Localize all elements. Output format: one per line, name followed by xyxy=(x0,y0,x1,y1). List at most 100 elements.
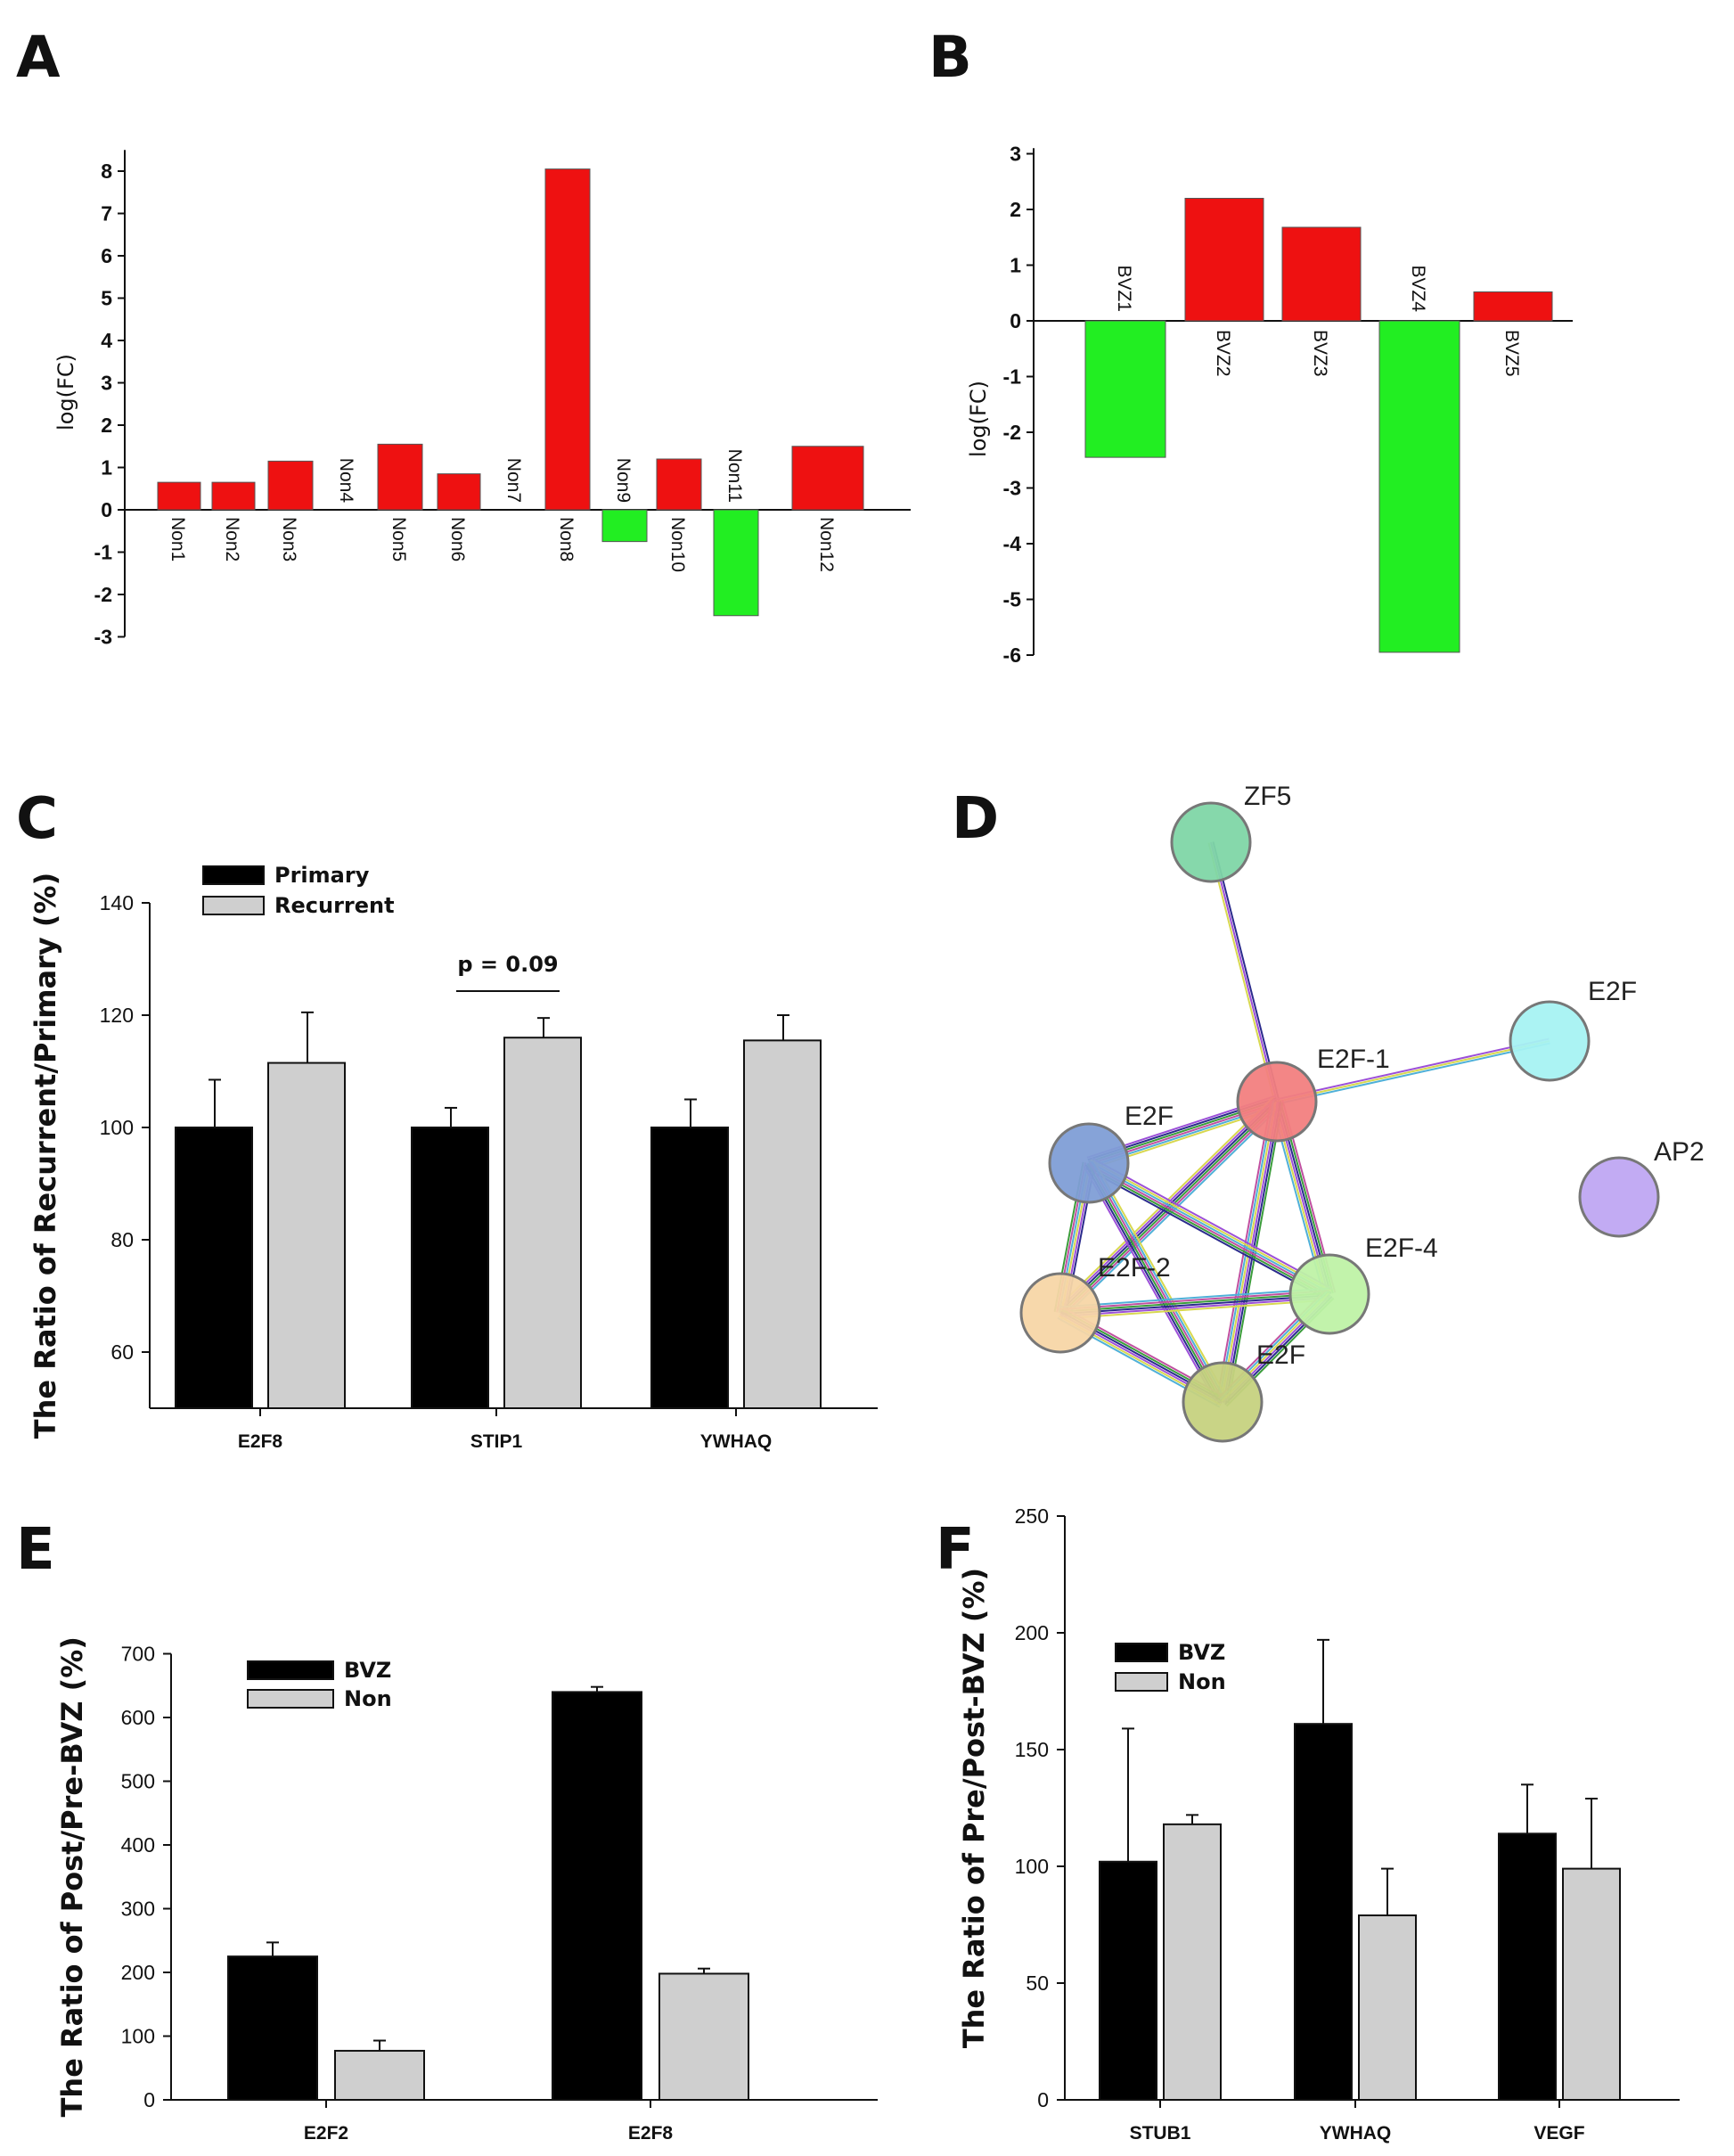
a-x-category-label: Non7 xyxy=(503,458,524,503)
b-y-tick-label: 0 xyxy=(1010,309,1021,332)
a-x-category-label: Non10 xyxy=(667,517,688,572)
c-y-tick-label: 60 xyxy=(110,1340,134,1364)
c-bar-recurrent xyxy=(743,1039,822,1409)
c-legend-swatch-recurrent xyxy=(202,896,265,915)
a-y-tick-label: 7 xyxy=(101,202,112,225)
a-y-tick-label: 5 xyxy=(101,287,112,310)
network-edge xyxy=(1085,1157,1333,1300)
e-legend-label-bvz: BVZ xyxy=(344,1658,391,1683)
b-y-tick-label: -6 xyxy=(1003,644,1021,667)
network-edge-strand xyxy=(1060,1299,1330,1320)
c-bar-primary xyxy=(650,1127,729,1409)
a-x-category-label: Non6 xyxy=(447,517,468,562)
a-y-tick-label: 3 xyxy=(101,372,112,395)
network-edge-strand xyxy=(1084,1164,1221,1405)
c-bar-primary xyxy=(411,1127,489,1409)
b-x-category-label: BVZ3 xyxy=(1310,330,1330,377)
f-y-label: The Ratio of Pre/Post-BVZ (%) xyxy=(957,1568,991,2048)
f-y-tick-label: 150 xyxy=(1015,1738,1049,1761)
network-node-e2f4 xyxy=(1288,1253,1370,1335)
f-bar-non xyxy=(1163,1823,1222,2101)
f-y-tick-label: 200 xyxy=(1015,1621,1049,1644)
panel-e-chart: 0 100 200 300 400 500 600 700 The Ratio of Post/… xyxy=(55,1636,878,2144)
network-node-label: E2F-4 xyxy=(1365,1234,1438,1263)
e-bar-bvz xyxy=(552,1691,642,2102)
network-edge-strand xyxy=(1083,1165,1219,1406)
e-x-category-label: E2F8 xyxy=(628,2123,674,2144)
b-bar xyxy=(1084,320,1166,458)
f-y-tick-label: 0 xyxy=(1037,2088,1049,2111)
c-y-tick-label: 100 xyxy=(100,1116,134,1139)
a-x-category-label: Non8 xyxy=(556,517,577,562)
c-y-label: The Ratio of Recurrent/Primary (%) xyxy=(29,873,62,1439)
c-x-category-label: STIP1 xyxy=(470,1431,523,1452)
f-y-tick-label: 250 xyxy=(1015,1504,1049,1528)
panel-letter-b: B xyxy=(928,25,972,91)
network-node-e2f2 xyxy=(1019,1272,1101,1354)
network-edge-strand xyxy=(1060,1296,1330,1317)
network-edge xyxy=(1059,1287,1330,1320)
network-edge xyxy=(1207,841,1280,1103)
network-edge-strand xyxy=(1060,1294,1330,1316)
a-y-tick-label: 2 xyxy=(101,414,112,437)
network-edge-strand xyxy=(1085,1167,1328,1300)
e-bar-bvz xyxy=(227,1955,318,2101)
a-y-tick-label: 4 xyxy=(101,329,112,352)
e-y-tick-label: 600 xyxy=(121,1706,155,1729)
panel-f-chart: 0 50 100 150 200 250 The Ratio of Pre/Post-BVZ… xyxy=(957,1504,1680,2144)
panel-a-chart: -3 -2 -1 0 1 2 3 4 5 6 7 8 log(FC) Non1 Non2 Non3 Non4 No… xyxy=(53,150,911,649)
network-edge-strand xyxy=(1212,841,1280,1102)
network-edge-strand xyxy=(1207,842,1276,1103)
a-bar xyxy=(713,509,759,617)
f-legend-label-bvz: BVZ xyxy=(1178,1640,1225,1665)
b-y-tick-label: 2 xyxy=(1010,198,1021,221)
panel-d-network: ZF5 E2F E2F-1 E2F AP2 E2F-4 E2F-2 E2F xyxy=(1019,782,1705,1443)
e-bar-non xyxy=(334,2049,425,2102)
c-y-tick-label: 140 xyxy=(100,891,134,914)
network-edge xyxy=(1083,1160,1229,1406)
network-edge-strand xyxy=(1086,1163,1223,1404)
network-edge xyxy=(1276,1037,1550,1105)
panel-c-chart: 60 80 100 120 140 The Ratio of Recurrent/Prim… xyxy=(29,863,878,1452)
network-edge-strand xyxy=(1090,1159,1332,1292)
network-node-e2f1 xyxy=(1236,1061,1318,1143)
panel-b-chart: -6 -5 -4 -3 -2 -1 0 1 2 3 log(FC) BVZ1 BVZ2 BVZ3 BVZ4 B… xyxy=(966,143,1573,667)
network-edge-strand xyxy=(1224,1102,1281,1403)
e-legend-swatch-non xyxy=(247,1689,334,1709)
a-y-label: log(FC) xyxy=(53,354,78,430)
a-bar xyxy=(791,446,864,511)
a-x-category-label: Non4 xyxy=(336,458,356,504)
b-bar xyxy=(1378,320,1460,653)
a-bar xyxy=(267,460,314,511)
b-y-tick-label: -2 xyxy=(1003,421,1021,444)
e-y-tick-label: 500 xyxy=(121,1770,155,1793)
f-y-tick-label: 50 xyxy=(1026,1972,1049,1995)
f-legend-swatch-bvz xyxy=(1115,1643,1168,1662)
f-x-category-label: VEGF xyxy=(1534,2123,1584,2144)
a-bar xyxy=(601,509,648,543)
b-y-tick-label: -3 xyxy=(1003,477,1021,500)
network-edge-strand xyxy=(1091,1160,1227,1401)
network-node-label: E2F xyxy=(1125,1102,1174,1131)
a-x-category-label: Non11 xyxy=(724,449,745,503)
panel-letter-e: E xyxy=(16,1517,55,1583)
b-bar xyxy=(1184,198,1264,322)
c-bar-recurrent xyxy=(267,1062,346,1410)
network-edge-strand xyxy=(1089,1161,1225,1402)
a-y-tick-label: 0 xyxy=(101,498,112,521)
b-y-tick-label: 3 xyxy=(1010,143,1021,166)
e-y-tick-label: 100 xyxy=(121,2025,155,2048)
a-bar xyxy=(211,481,256,511)
f-legend-label-non: Non xyxy=(1178,1669,1226,1694)
network-edge-strand xyxy=(1091,1157,1333,1291)
b-bar xyxy=(1473,291,1553,322)
e-y-tick-label: 400 xyxy=(121,1833,155,1857)
f-legend-swatch-non xyxy=(1115,1672,1168,1692)
b-x-category-label: BVZ5 xyxy=(1501,330,1522,377)
network-edge-strand xyxy=(1087,1163,1329,1297)
a-bar xyxy=(157,481,201,511)
a-bar xyxy=(656,458,702,511)
a-y-tick-label: -2 xyxy=(94,583,112,606)
e-y-label: The Ratio of Post/Pre-BVZ (%) xyxy=(55,1636,89,2117)
